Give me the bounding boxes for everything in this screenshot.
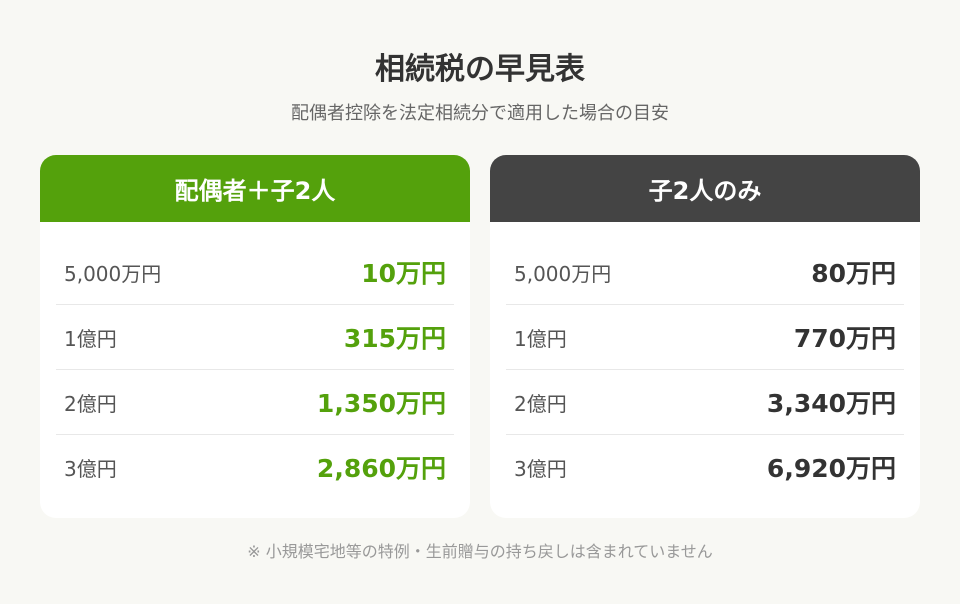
table-row: 2億円 3,340万円 — [506, 370, 904, 435]
tax-amount: 1,350万円 — [316, 389, 446, 418]
tax-amount: 6,920万円 — [766, 454, 896, 483]
card-spouse-and-two-children: 配偶者＋子2人 5,000万円 10万円 1億円 315万円 2億円 1,350万円 … — [40, 155, 470, 518]
tax-amount: 3,340万円 — [766, 389, 896, 418]
tax-amount: 80万円 — [811, 259, 896, 288]
table-row: 3億円 2,860万円 — [56, 435, 454, 499]
table-row: 5,000万円 80万円 — [506, 240, 904, 305]
page-subtitle: 配偶者控除を法定相続分で適用した場合の目安 — [291, 103, 669, 124]
tax-amount: 315万円 — [343, 324, 446, 353]
page-title: 相続税の早見表 — [375, 52, 585, 87]
estate-amount: 5,000万円 — [64, 261, 162, 286]
table-row: 1億円 770万円 — [506, 305, 904, 370]
estate-amount: 1億円 — [514, 326, 567, 351]
tax-amount: 770万円 — [793, 324, 896, 353]
tax-amount: 10万円 — [361, 259, 446, 288]
footnote: ※ 小規模宅地等の特例・生前贈与の持ち戻しは含まれていません — [247, 542, 713, 561]
estate-amount: 3億円 — [514, 456, 567, 481]
card-header: 子2人のみ — [490, 155, 920, 222]
table-row: 5,000万円 10万円 — [56, 240, 454, 305]
table-row: 2億円 1,350万円 — [56, 370, 454, 435]
estate-amount: 2億円 — [64, 391, 117, 416]
estate-amount: 2億円 — [514, 391, 567, 416]
card-two-children-only: 子2人のみ 5,000万円 80万円 1億円 770万円 2億円 3,340万円 3億… — [490, 155, 920, 518]
table-row: 3億円 6,920万円 — [506, 435, 904, 499]
card-header: 配偶者＋子2人 — [40, 155, 470, 222]
estate-amount: 3億円 — [64, 456, 117, 481]
table-row: 1億円 315万円 — [56, 305, 454, 370]
estate-amount: 1億円 — [64, 326, 117, 351]
estate-amount: 5,000万円 — [514, 261, 612, 286]
tax-amount: 2,860万円 — [316, 454, 446, 483]
